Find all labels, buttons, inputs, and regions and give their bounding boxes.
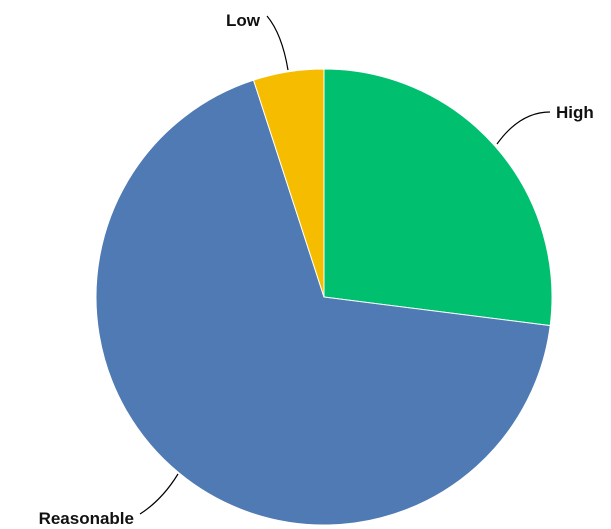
leader-line-high [496, 111, 551, 145]
slice-label-high: High [556, 103, 594, 122]
slice-reasonable [95, 79, 551, 526]
leader-line-low [266, 15, 289, 71]
slice-label-reasonable: Reasonable [39, 509, 134, 528]
slice-label-low: Low [226, 11, 261, 30]
slice-high [323, 68, 553, 327]
leader-line-reasonable [139, 473, 179, 515]
slice-low [252, 68, 325, 298]
